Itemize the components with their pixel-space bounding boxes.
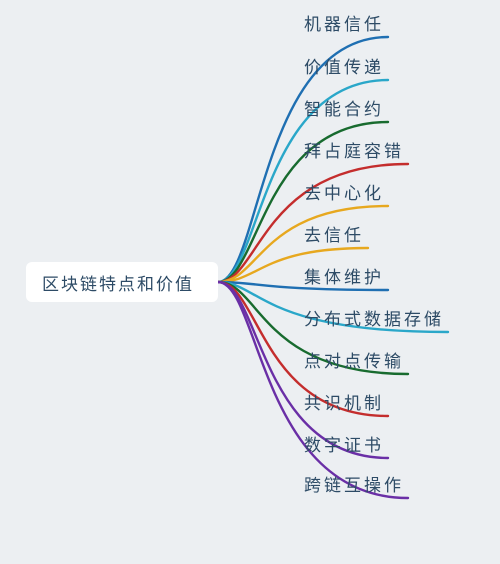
branch-label[interactable]: 点对点传输 xyxy=(304,347,404,372)
branch-label[interactable]: 去信任 xyxy=(304,221,364,246)
branch-label[interactable]: 拜占庭容错 xyxy=(304,137,404,162)
branch-label[interactable]: 分布式数据存储 xyxy=(304,305,444,330)
branch-label[interactable]: 价值传递 xyxy=(304,53,384,78)
root-node[interactable]: 区块链特点和价值 xyxy=(26,262,218,302)
branch-label[interactable]: 集体维护 xyxy=(304,263,384,288)
branch-label[interactable]: 共识机制 xyxy=(304,389,384,414)
branch-label[interactable]: 去中心化 xyxy=(304,179,384,204)
branch-label[interactable]: 数字证书 xyxy=(304,431,384,456)
branch-label[interactable]: 机器信任 xyxy=(304,10,384,35)
branch-label[interactable]: 智能合约 xyxy=(304,95,384,120)
branch-label[interactable]: 跨链互操作 xyxy=(304,471,404,496)
root-label: 区块链特点和价值 xyxy=(42,270,194,295)
